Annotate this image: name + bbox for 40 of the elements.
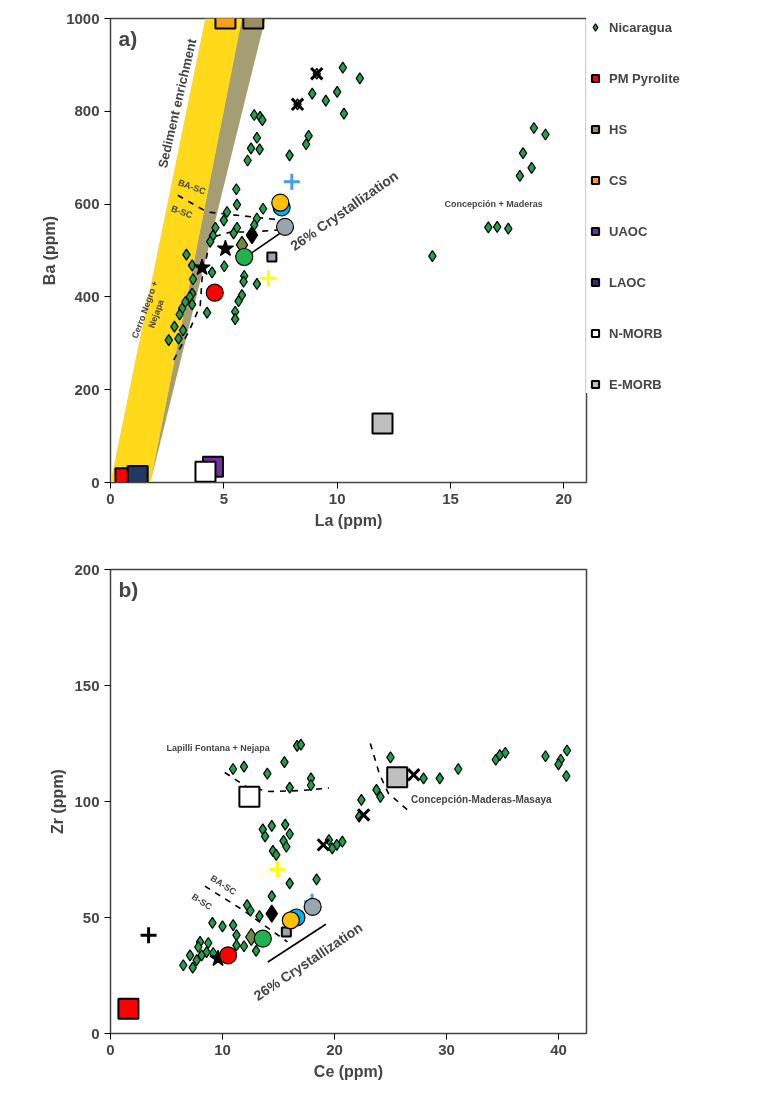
legend-label: Nicaragua — [609, 19, 672, 35]
y-tick-label: 150 — [74, 676, 100, 694]
y-tick-label: 600 — [74, 195, 100, 213]
legend-label: CS — [609, 172, 629, 188]
legend-label: HS — [609, 121, 629, 137]
legend-label: UAOC — [609, 223, 648, 239]
annotation: Concepción + Maderas — [444, 199, 543, 210]
y-tick-label: 200 — [74, 380, 100, 398]
y-tick-label: 0 — [91, 473, 100, 491]
x-tick-label: 40 — [550, 1040, 567, 1058]
x-axis-title: Ce (ppm) — [313, 1062, 384, 1080]
y-axis-title: Ba (ppm) — [41, 215, 59, 286]
annotation: Concepción-Maderas-Masaya — [411, 793, 553, 805]
x-tick-label: 20 — [555, 489, 573, 507]
annotation: BA-SC — [176, 177, 208, 197]
legend-label: PM Pyrolite — [609, 70, 680, 86]
x-tick-label: 10 — [214, 1040, 231, 1058]
x-tick-label: 15 — [442, 489, 459, 507]
x-tick-label: 20 — [326, 1040, 343, 1058]
y-tick-label: 200 — [74, 560, 100, 578]
annotation: a) — [118, 26, 138, 50]
x-tick-label: 0 — [106, 1040, 115, 1058]
y-tick-label: 1000 — [66, 9, 100, 27]
legend-label: LAOC — [609, 274, 646, 290]
y-tick-label: 400 — [74, 287, 100, 305]
legend-label: N-MORB — [609, 325, 663, 341]
annotation: B-SC — [169, 203, 195, 221]
y-tick-label: 100 — [74, 792, 100, 810]
annotation: b) — [118, 577, 139, 601]
annotation: Lapilli Fontana + Nejapa — [166, 743, 271, 754]
x-axis-title: La (ppm) — [314, 511, 383, 529]
y-axis-title: Zr (ppm) — [49, 769, 67, 834]
y-tick-label: 800 — [74, 102, 100, 120]
x-tick-label: 0 — [106, 489, 115, 507]
y-tick-label: 50 — [82, 908, 100, 926]
x-tick-label: 5 — [219, 489, 229, 507]
legend-label: E-MORB — [609, 376, 662, 392]
y-tick-label: 0 — [91, 1024, 100, 1042]
x-tick-label: 10 — [328, 489, 346, 507]
x-tick-label: 30 — [438, 1040, 455, 1058]
